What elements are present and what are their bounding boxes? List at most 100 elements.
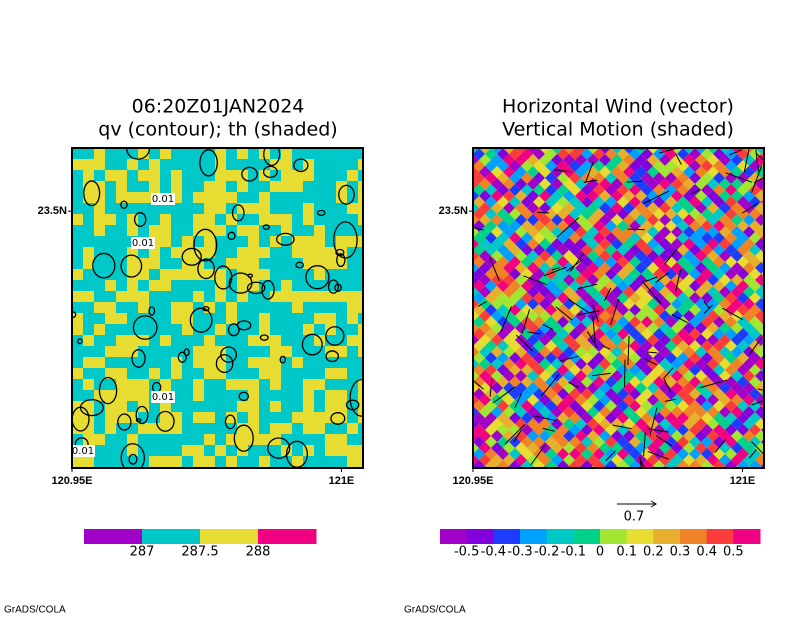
field-cell (773, 448, 785, 460)
x-tick-label: 120.95E (453, 475, 494, 487)
field-cell (105, 302, 116, 313)
vector (664, 398, 677, 402)
field-cell (358, 214, 363, 225)
field-cell (485, 460, 497, 468)
field-cell (94, 302, 105, 313)
field-cell (193, 214, 204, 225)
field-cell (767, 178, 779, 190)
colorbar-swatch (84, 529, 143, 544)
field-cell (473, 346, 479, 358)
field-cell (587, 148, 599, 154)
field-cell (473, 460, 485, 468)
field-cell (358, 291, 363, 302)
field-cell (138, 335, 149, 346)
field-cell (677, 460, 689, 468)
field-cell (755, 442, 764, 454)
field-cell (116, 335, 127, 346)
field-cell (83, 159, 94, 170)
chart-title: Vertical Motion (shaded) (502, 119, 734, 141)
field-cell (105, 214, 116, 225)
field-cell (171, 170, 182, 181)
field-cell (347, 313, 358, 324)
contour (199, 149, 218, 177)
field-cell (767, 286, 779, 298)
field-cell (281, 280, 292, 291)
vector (592, 315, 596, 343)
vector (500, 306, 512, 332)
vector (583, 179, 598, 183)
field-cell (292, 170, 303, 181)
field-cell (473, 238, 479, 250)
field-cell (204, 203, 215, 214)
field-cell (303, 258, 314, 269)
vector (675, 268, 682, 292)
field-cell (204, 214, 215, 225)
field-cell (270, 423, 281, 434)
field-cell (237, 225, 248, 236)
field-cell (533, 472, 545, 484)
field-cell (237, 269, 248, 280)
vector (748, 338, 762, 356)
contour (349, 378, 363, 417)
field-cell (473, 442, 479, 454)
field-cell (160, 412, 171, 423)
field-cell (325, 258, 336, 269)
field-cell (127, 291, 138, 302)
field-cell (557, 460, 569, 468)
field-cell (83, 456, 94, 467)
field-cell (358, 181, 363, 192)
field (473, 148, 785, 484)
vector (473, 227, 484, 231)
field-cell (138, 148, 149, 159)
field-cell (281, 214, 292, 225)
field-cell (473, 334, 479, 346)
vector (664, 248, 678, 265)
contour-label: 0.01 (72, 446, 94, 457)
field-cell (314, 258, 325, 269)
vector (643, 432, 646, 457)
field-cell (773, 184, 785, 196)
field-cell (215, 269, 226, 280)
field-cell (303, 379, 314, 390)
vector (532, 415, 557, 422)
field-cell (270, 181, 281, 192)
field-cell (215, 225, 226, 236)
field-cell (160, 423, 171, 434)
field-cell (773, 352, 785, 364)
field-cell (767, 382, 779, 394)
contour (220, 346, 238, 363)
chart-title: qv (contour); th (shaded) (98, 119, 337, 141)
field-cell (303, 236, 314, 247)
field-cell (83, 434, 94, 445)
field-cell (215, 291, 226, 302)
colorbar-swatch (440, 529, 468, 544)
chart-title: Horizontal Wind (vector) (502, 96, 734, 118)
field-cell (755, 358, 764, 370)
field-cell (215, 170, 226, 181)
field-cell (773, 364, 785, 376)
field-cell (755, 226, 764, 238)
vector (577, 283, 598, 290)
field-cell (149, 368, 160, 379)
contour (345, 399, 360, 411)
field-cell (193, 225, 204, 236)
field-cell (171, 357, 182, 368)
field-cell (509, 472, 521, 484)
field-cell (182, 445, 193, 456)
vector (655, 272, 669, 283)
field-cell (116, 412, 127, 423)
field (72, 148, 363, 468)
field-cell (193, 456, 204, 467)
field-cell (325, 445, 336, 456)
vector (523, 275, 547, 286)
field-cell (105, 412, 116, 423)
field-cell (127, 346, 138, 357)
field-cell (171, 313, 182, 324)
field-cell (94, 434, 105, 445)
field-cell (94, 181, 105, 192)
contour (120, 254, 143, 278)
field-cell (193, 346, 204, 357)
field-cell (237, 379, 248, 390)
field-cell (665, 460, 677, 468)
field-cell (248, 357, 259, 368)
